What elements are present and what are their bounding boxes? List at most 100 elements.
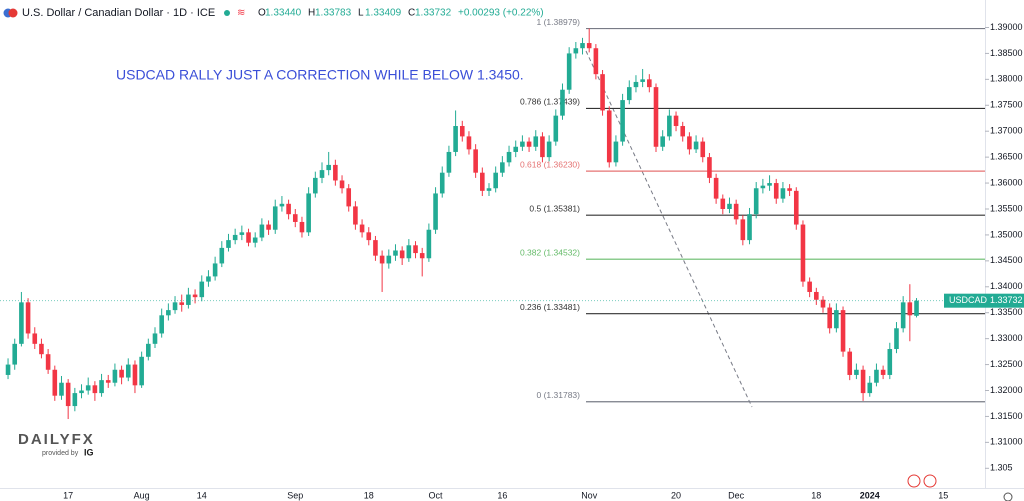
candle-body	[212, 263, 218, 277]
candle-body	[292, 214, 298, 222]
candle-body	[65, 382, 71, 407]
candle-body	[166, 310, 171, 316]
x-tick-label: Aug	[134, 490, 150, 500]
y-tick-label: 1.36500	[990, 152, 1023, 162]
candle-body	[880, 369, 886, 375]
candle-body	[767, 183, 772, 186]
candle-body	[600, 74, 605, 111]
candle-body	[379, 255, 385, 264]
candle-body	[807, 281, 812, 292]
candle-body	[780, 188, 786, 199]
candle-body	[687, 136, 692, 150]
candle-body	[860, 369, 866, 394]
candle-body	[854, 369, 859, 375]
y-tick-label: 1.34500	[990, 255, 1023, 265]
candle-body	[840, 310, 846, 352]
y-tick-label: 1.35000	[990, 229, 1023, 239]
candle-body	[667, 115, 672, 137]
menu-icon: ≋	[237, 8, 245, 19]
price-tag	[944, 293, 1024, 308]
x-tick-label: 20	[671, 490, 681, 500]
candle-body	[419, 253, 425, 259]
candle-body	[894, 328, 899, 350]
logo-brand: DAILYFX	[18, 431, 95, 448]
y-tick-label: 1.32000	[990, 385, 1023, 395]
candle-body	[446, 151, 452, 173]
logo-ig: IG	[84, 447, 94, 457]
flag-icon	[8, 8, 18, 18]
y-tick-label: 1.305	[990, 463, 1013, 473]
candle-body	[500, 162, 505, 173]
candle-body	[105, 380, 111, 383]
ohlc-value: 1.33783	[315, 8, 352, 19]
candle-body	[146, 343, 151, 357]
candle-body	[546, 141, 552, 158]
ohlc-value: 1.33440	[265, 8, 302, 19]
annotation: USDCAD RALLY JUST A CORRECTION WHILE BEL…	[116, 67, 524, 83]
candle-body	[59, 382, 64, 396]
settings-icon[interactable]	[1003, 492, 1013, 501]
candle-body	[560, 89, 565, 116]
y-tick-label: 1.31000	[990, 437, 1023, 447]
fib-label: 0.5 (1.35381)	[529, 203, 580, 213]
y-tick-label: 1.38500	[990, 48, 1023, 58]
status-dot	[224, 10, 230, 16]
candle-body	[720, 198, 726, 209]
y-tick-label: 1.35500	[990, 203, 1023, 213]
x-tick-label: 17	[63, 490, 73, 500]
candle-body	[760, 185, 766, 189]
candle-body	[580, 43, 585, 49]
x-tick-label: Sep	[287, 490, 303, 500]
candle-body	[727, 203, 732, 209]
candle-body	[386, 255, 392, 264]
candle-body	[12, 343, 18, 365]
x-tick-label: Nov	[581, 490, 598, 500]
candle-body	[132, 364, 138, 386]
candle-body	[252, 237, 258, 243]
candle-body	[593, 48, 599, 75]
candle-body	[573, 48, 579, 54]
candle-body	[526, 141, 532, 147]
candle-body	[874, 369, 879, 383]
candle-body	[399, 250, 405, 259]
ohlc-key: C	[408, 8, 415, 19]
candle-body	[85, 385, 91, 391]
candle-body	[246, 232, 251, 243]
candle-body	[713, 177, 719, 199]
candle-body	[834, 310, 839, 329]
candle-body	[199, 281, 205, 298]
candle-body	[72, 393, 78, 407]
symbol-title: U.S. Dollar / Canadian Dollar · 1D · ICE	[22, 7, 215, 19]
candle-body	[733, 203, 739, 220]
candle-body	[647, 79, 652, 88]
x-tick-label: 2024	[860, 490, 880, 500]
ohlc-key: H	[308, 8, 315, 19]
candle-body	[506, 151, 512, 163]
candle-body	[513, 146, 519, 152]
candle-body	[914, 300, 919, 316]
candle-body	[346, 188, 352, 207]
candle-body	[700, 141, 706, 158]
x-tick-label: Oct	[429, 490, 444, 500]
candle-body	[459, 126, 465, 137]
y-tick-label: 1.34000	[990, 281, 1023, 291]
candle-body	[867, 382, 873, 394]
candle-body	[366, 232, 372, 241]
fib-label: 0.618 (1.36230)	[520, 159, 580, 169]
candle-body	[232, 234, 238, 241]
candle-body	[900, 302, 906, 329]
candle-body	[373, 240, 378, 256]
price-tag-symbol: USDCAD	[949, 295, 988, 305]
candle-body	[92, 385, 98, 394]
candle-body	[25, 302, 31, 334]
candle-body	[626, 87, 632, 101]
candle-body	[620, 100, 625, 142]
candle-body	[747, 214, 752, 241]
x-tick-label: 16	[497, 490, 507, 500]
candle-body	[793, 190, 799, 225]
candle-body	[259, 224, 265, 238]
candle-body	[773, 183, 779, 199]
y-tick-label: 1.38000	[990, 74, 1023, 84]
candle-body	[566, 53, 572, 90]
